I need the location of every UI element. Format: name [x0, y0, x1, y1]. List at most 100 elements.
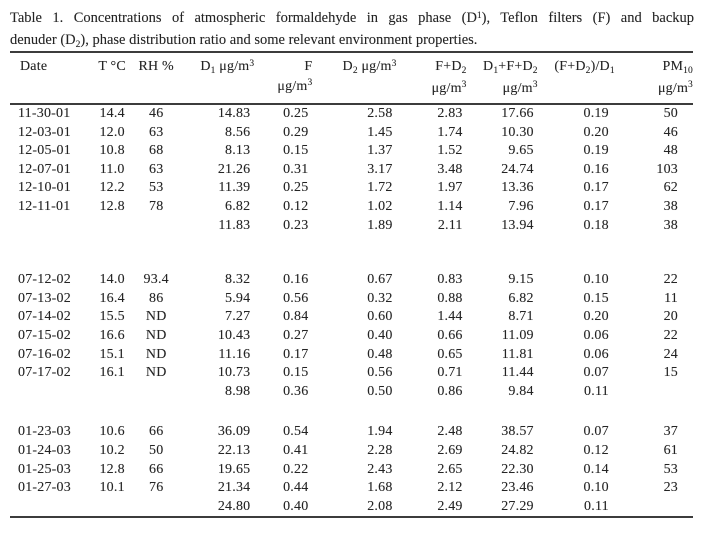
table-row: 07-15-02 16.6 ND 10.43 0.27 0.40 0.66 11.09 0.06… [10, 327, 693, 346]
cell-pm10: 22 [663, 327, 678, 343]
cell-f_d2: 0.86 [437, 383, 463, 399]
cell-ratio: 0.17 [583, 198, 609, 214]
cell-temp: 16.4 [99, 290, 125, 306]
cell-date: 12-07-01 [18, 161, 71, 177]
cell-date: 01-25-03 [18, 461, 71, 477]
cell-f_d2: 0.83 [437, 272, 463, 288]
cell-d1_f_d2: 13.36 [501, 180, 534, 196]
data-block-1: 11-30-01 14.4 46 14.83 0.25 2.58 2.83 17.66 0.19… [10, 104, 693, 235]
cell-f: 0.17 [283, 346, 309, 362]
cell-rh: 46 [149, 106, 164, 121]
cell-f: 0.44 [283, 480, 309, 496]
table-row: 12-07-01 11.0 63 21.26 0.31 3.17 3.48 24.74 0.16… [10, 161, 693, 180]
table-row: 01-23-03 10.6 66 36.09 0.54 1.94 2.48 38.57 0.07… [10, 423, 693, 442]
cell-ratio: 0.18 [583, 217, 609, 233]
cell-f_d2: 2.11 [437, 217, 463, 233]
cell-ratio: 0.19 [583, 143, 609, 159]
cell-d1_f_d2: 17.66 [501, 106, 534, 121]
cell-f: 0.40 [283, 498, 309, 514]
cell-temp: 15.1 [99, 346, 125, 362]
cell-date: 01-24-03 [18, 442, 71, 458]
cell-ratio: 0.20 [583, 124, 609, 140]
cell-f_d2: 0.71 [437, 365, 463, 381]
cell-pm10: 37 [663, 424, 678, 440]
cell-f_d2: 1.52 [437, 143, 463, 159]
cell-date: 12-10-01 [18, 180, 71, 196]
cell-d1: 8.32 [225, 272, 251, 288]
cell-temp: 14.4 [99, 106, 125, 121]
table-row: 01-24-03 10.2 50 22.13 0.41 2.28 2.69 24.82 0.12… [10, 442, 693, 461]
header-date: Date [10, 52, 91, 105]
table-row: 11-30-01 14.4 46 14.83 0.25 2.58 2.83 17.66 0.19… [10, 104, 693, 124]
cell-f: 0.12 [283, 198, 309, 214]
header-d2: D2 μg/m3 [312, 52, 397, 105]
cell-d2: 0.50 [367, 383, 393, 399]
cell-d1_f_d2: 10.30 [501, 124, 534, 140]
cell-d2: 2.58 [367, 106, 393, 121]
cell-f: 0.25 [283, 106, 309, 121]
cell-ratio: 0.10 [583, 272, 609, 288]
cell-pm10: 15 [663, 365, 678, 381]
header-ratio: (F+D2)/D1 [537, 52, 615, 105]
cell-d1: 19.65 [217, 461, 251, 477]
cell-temp: 14.0 [99, 272, 125, 288]
cell-temp: 10.8 [99, 143, 125, 159]
cell-date: 12-11-01 [18, 198, 71, 214]
cell-date [10, 217, 90, 236]
table-row: 24.80 0.40 2.08 2.49 27.29 0.11 [10, 498, 693, 518]
caption-line-2: denuder (D2), phase distribution ratio a… [10, 32, 478, 50]
table-row: 01-25-03 12.8 66 19.65 0.22 2.43 2.65 22.30 0.14… [10, 461, 693, 480]
cell-ratio: 0.14 [583, 461, 609, 477]
cell-d2: 1.45 [367, 124, 393, 140]
cell-f_d2: 1.74 [437, 124, 463, 140]
cell-date [10, 383, 90, 402]
cell-rh: 63 [149, 124, 164, 140]
cell-f_d2: 1.97 [437, 180, 463, 196]
cell-d1_f_d2: 13.94 [501, 217, 534, 233]
cell-d1_f_d2: 9.84 [508, 383, 534, 399]
cell-rh: 68 [149, 143, 164, 159]
table-row: 07-17-02 16.1 ND 10.73 0.15 0.56 0.71 11.44 0.07… [10, 364, 693, 383]
cell-rh: 53 [149, 180, 164, 196]
cell-f_d2: 2.48 [437, 424, 463, 440]
cell-temp: 10.6 [99, 424, 125, 440]
cell-ratio: 0.19 [583, 106, 609, 121]
cell-pm10: 50 [663, 106, 678, 121]
cell-d2: 1.68 [367, 480, 393, 496]
cell-d1_f_d2: 22.30 [501, 461, 534, 477]
caption-line-1: Table 1. Concentrations of atmospheric f… [10, 10, 694, 26]
cell-d1: 10.73 [217, 365, 251, 381]
cell-date: 07-17-02 [18, 365, 71, 381]
table-header-row: Date T °C RH % D1 μg/m3 F μg/m3 D2 μg/m3 F+D2 μ… [10, 52, 693, 105]
header-rh: RH % [134, 52, 179, 105]
cell-d1: 5.94 [225, 290, 251, 306]
cell-d1_f_d2: 6.82 [508, 290, 534, 306]
header-f: F μg/m3 [254, 52, 313, 105]
cell-f_d2: 1.14 [437, 198, 463, 214]
cell-d1: 10.43 [217, 327, 251, 343]
cell-f: 0.23 [283, 217, 309, 233]
cell-date: 11-30-01 [18, 106, 71, 121]
cell-rh: ND [145, 365, 167, 381]
table-row: 12-03-01 12.0 63 8.56 0.29 1.45 1.74 10.30 0.20 4… [10, 124, 693, 143]
cell-f: 0.56 [283, 290, 309, 306]
cell-d2: 1.72 [367, 180, 393, 196]
cell-rh: 93.4 [143, 272, 169, 288]
cell-d1_f_d2: 9.15 [508, 272, 534, 288]
cell-f_d2: 3.48 [437, 161, 463, 177]
cell-ratio: 0.10 [583, 480, 609, 496]
cell-d2: 2.28 [367, 442, 393, 458]
cell-f: 0.27 [283, 327, 309, 343]
cell-rh: ND [145, 327, 167, 343]
cell-d2: 0.67 [367, 272, 393, 288]
cell-rh: 66 [149, 424, 164, 440]
block-spacer [10, 401, 693, 423]
cell-temp: 12.8 [99, 461, 125, 477]
table-row: 12-10-01 12.2 53 11.39 0.25 1.72 1.97 13.36 0.17… [10, 179, 693, 198]
cell-d2: 1.94 [367, 424, 393, 440]
cell-d1: 22.13 [217, 442, 251, 458]
header-pm10: PM10 μg/m3 [614, 52, 693, 105]
cell-date: 07-16-02 [18, 346, 71, 362]
cell-d1: 36.09 [217, 424, 251, 440]
cell-d1: 11.83 [218, 217, 251, 233]
